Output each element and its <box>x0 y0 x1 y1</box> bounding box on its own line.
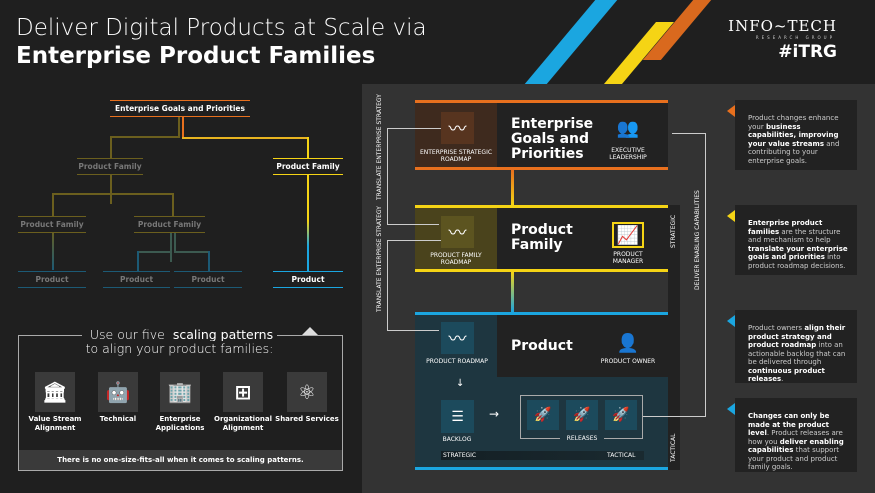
backlog-label: BACKLOG <box>442 436 472 443</box>
product-title: Product <box>511 338 573 354</box>
robot-icon: 🤖 <box>98 372 138 412</box>
arrow-right-icon: → <box>489 407 500 421</box>
caption-text: business capabilities, improving your va… <box>748 122 839 148</box>
tree-family: Product Family <box>77 158 143 175</box>
releases-label: RELEASES <box>560 435 604 442</box>
pattern-value-stream: 🏛 Value Stream Alignment <box>20 372 90 433</box>
caption-text: that support your product and product fa… <box>748 446 840 471</box>
caption-text: and contributing to your enterprise goal… <box>748 139 840 165</box>
caption-text: . Product releases are how you <box>748 429 843 446</box>
rocket-icon: 🚀 <box>605 400 637 430</box>
arrow-down-icon: ↓ <box>456 378 465 389</box>
tree-family: Product Family <box>18 216 86 233</box>
caption-text: continuous product releases <box>748 366 825 384</box>
caption-product: Product owners align their product strat… <box>727 310 857 384</box>
caption-text: into product roadmap decisions. <box>748 253 846 270</box>
caption-text: translate your enterprise goals and prio… <box>748 244 848 262</box>
roadmap-icon: 〰 <box>441 112 474 144</box>
tree-product: Product <box>174 271 242 288</box>
bank-icon: 🏛 <box>35 372 75 412</box>
roadmap-icon: 〰 <box>441 216 474 248</box>
product-role: PRODUCT OWNER <box>600 358 656 365</box>
triangle-icon <box>302 327 318 335</box>
scaling-footer: There is no one-size-fits-all when it co… <box>19 450 342 470</box>
caption-text: align their product strategy and product… <box>748 324 846 349</box>
pattern-enterprise-apps: 🏢 Enterprise Applications <box>145 372 215 433</box>
caption-text: Product owners <box>748 324 805 332</box>
family-roadmap-label: PRODUCT FAMILY ROADMAP <box>430 252 482 266</box>
product-roadmap-label: PRODUCT ROADMAP <box>426 358 488 365</box>
enterprise-title: Enterprise Goals and Priorities <box>511 116 594 162</box>
deliver-label: DELIVER ENABLING CAPABILITIES <box>694 190 701 290</box>
scaling-heading: Use our five scaling patterns to align yo… <box>22 327 337 356</box>
org-chart-icon: ⊞ <box>223 372 263 412</box>
caption-text: . <box>781 375 784 383</box>
family-role: PRODUCT MANAGER <box>612 251 644 265</box>
caption-family: Enterprise product families are the stru… <box>727 205 857 275</box>
logo-sub: RESEARCH GROUP <box>755 35 835 40</box>
presenter-icon: 📈 <box>612 222 644 248</box>
tree-product: Product <box>18 271 86 288</box>
caption-text: deliver enabling capabilities <box>748 437 844 455</box>
decor-stripe-blue <box>524 0 618 84</box>
translate-label-1: TRANSLATE ENTERPRISE STRATEGY <box>376 94 383 200</box>
caption-enterprise: Product changes enhance your business ca… <box>727 100 857 170</box>
logo-tag: #iTRG <box>778 42 837 62</box>
caption-releases: Changes can only be made at the product … <box>727 398 857 472</box>
translate-label-2: TRANSLATE ENTERPRISE STRATEGY <box>376 206 383 312</box>
product-owner-icon: 👤 <box>616 332 640 354</box>
tactical-label: TACTICAL <box>607 452 636 459</box>
rocket-icon: 🚀 <box>527 400 559 430</box>
roadmap-icon: 〰 <box>441 322 474 354</box>
caption-text: are the structure and mechanism to help <box>748 227 841 245</box>
pattern-technical: 🤖 Technical <box>83 372 153 424</box>
enterprise-roadmap-label: ENTERPRISE STRATEGIC ROADMAP <box>419 149 493 163</box>
leadership-icon: 👥 <box>616 117 640 139</box>
rocket-icon: 🚀 <box>566 400 598 430</box>
caption-text: into an actionable backlog that can be d… <box>748 341 846 366</box>
enterprise-role: EXECUTIVE LEADERSHIP <box>609 147 647 161</box>
pattern-shared-services: ⚛ Shared Services <box>272 372 342 424</box>
tree-root: Enterprise Goals and Priorities <box>110 100 250 117</box>
strategic-label: STRATEGIC <box>443 452 477 459</box>
side-tactical-label: TACTICAL <box>670 433 677 462</box>
tree-product-highlight: Product <box>273 271 343 288</box>
caption-text: Product changes enhance your <box>748 114 839 131</box>
tree-family: Product Family <box>134 216 205 233</box>
side-strategic-label: STRATEGIC <box>670 214 677 248</box>
tree-family-highlight: Product Family <box>273 158 343 175</box>
network-icon: ⚛ <box>287 372 327 412</box>
logo: INFO~TECH <box>728 17 837 35</box>
page-title: Deliver Digital Products at Scale via Ent… <box>16 15 427 69</box>
family-title: Product Family <box>511 222 573 253</box>
caption-text: Changes can only be made at the product … <box>748 412 830 437</box>
backlog-icon: ☰ <box>441 400 474 433</box>
caption-text: Enterprise product families <box>748 219 823 236</box>
building-icon: 🏢 <box>160 372 200 412</box>
side-strip <box>668 205 680 470</box>
tree-product: Product <box>103 271 170 288</box>
strategic-tactical-bar <box>441 451 644 460</box>
pattern-organizational: ⊞ Organizational Alignment <box>208 372 278 433</box>
